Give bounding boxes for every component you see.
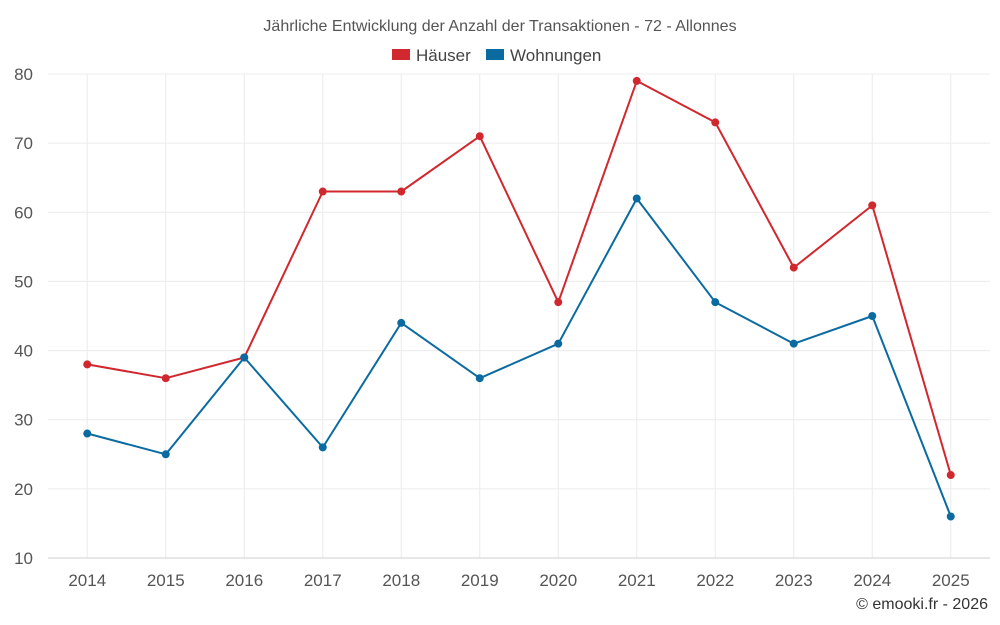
y-tick-label: 50	[14, 272, 33, 291]
x-tick-label: 2024	[853, 571, 891, 590]
x-tick-label: 2021	[618, 571, 656, 590]
series-1	[83, 194, 955, 521]
y-tick-label: 20	[14, 480, 33, 499]
data-point[interactable]	[868, 312, 877, 320]
y-tick-label: 60	[14, 203, 33, 222]
series-line	[87, 79, 952, 476]
legend-label-wohnungen: Wohnungen	[510, 46, 601, 65]
credit-text: © emooki.fr - 2026	[856, 596, 988, 613]
data-point[interactable]	[318, 187, 327, 196]
series-line	[87, 197, 952, 517]
x-tick-label: 2022	[696, 571, 734, 590]
y-tick-label: 40	[14, 342, 33, 361]
data-point[interactable]	[397, 318, 406, 327]
series	[83, 76, 955, 521]
data-point[interactable]	[632, 194, 641, 203]
data-point[interactable]	[161, 374, 170, 383]
data-point[interactable]	[161, 450, 170, 459]
data-point[interactable]	[946, 471, 955, 480]
series-0	[83, 76, 955, 480]
legend-item-haeuser[interactable]: Häuser	[392, 46, 471, 65]
data-point[interactable]	[318, 443, 327, 452]
data-point[interactable]	[632, 76, 641, 85]
y-tick-label: 70	[14, 134, 33, 153]
legend: Häuser Wohnungen	[392, 46, 601, 65]
data-point[interactable]	[240, 353, 249, 362]
axes: 10 20 30 40 50 60 70 80 2014 2015 2016 2017 2018 2019…	[14, 65, 990, 590]
legend-swatch-wohnungen	[486, 49, 504, 60]
data-point[interactable]	[83, 429, 92, 438]
x-tick-label: 2025	[932, 571, 970, 590]
data-point[interactable]	[83, 360, 92, 369]
data-point[interactable]	[946, 512, 955, 521]
x-tick-label: 2016	[225, 571, 263, 590]
legend-swatch-haeuser	[392, 49, 410, 60]
x-tick-label: 2015	[147, 571, 185, 590]
legend-label-haeuser: Häuser	[416, 46, 471, 65]
data-point[interactable]	[789, 263, 798, 272]
y-tick-label: 10	[14, 549, 33, 568]
y-tick-label: 30	[14, 411, 33, 430]
data-point[interactable]	[868, 201, 877, 210]
data-point[interactable]	[554, 298, 563, 307]
x-tick-label: 2018	[382, 571, 420, 590]
x-tick-label: 2023	[775, 571, 813, 590]
y-tick-label: 80	[14, 65, 33, 84]
data-point[interactable]	[711, 298, 720, 307]
data-point[interactable]	[475, 132, 484, 141]
grid	[48, 73, 990, 558]
data-point[interactable]	[475, 374, 484, 383]
legend-item-wohnungen[interactable]: Wohnungen	[486, 46, 601, 65]
x-tick-label: 2020	[539, 571, 577, 590]
chart-title: Jährliche Entwicklung der Anzahl der Tra…	[263, 18, 736, 35]
x-tick-label: 2017	[304, 571, 342, 590]
data-point[interactable]	[554, 339, 563, 348]
data-point[interactable]	[397, 187, 406, 196]
x-tick-label: 2014	[68, 571, 106, 590]
x-tick-label: 2019	[461, 571, 499, 590]
data-point[interactable]	[789, 339, 798, 348]
data-point[interactable]	[711, 118, 720, 127]
